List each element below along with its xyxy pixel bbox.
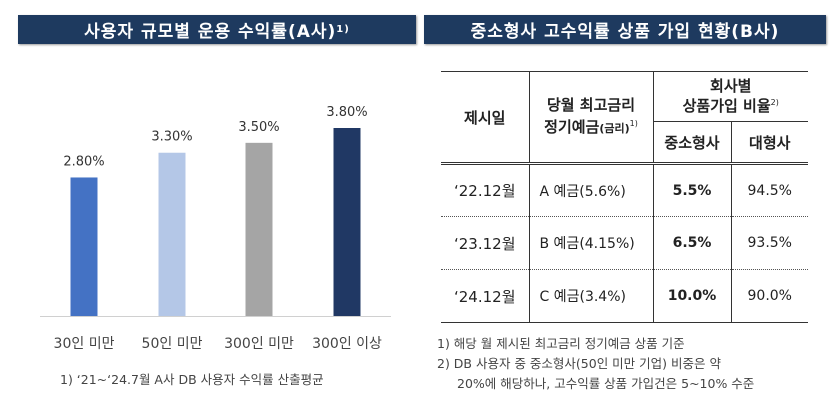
x-tick-label: 30인 미만 bbox=[54, 336, 115, 352]
header-product-small: (금리) bbox=[599, 122, 630, 135]
bar bbox=[333, 128, 361, 316]
right-footnote-1: 1) 해당 월 제시된 최고금리 정기예금 상품 기준 bbox=[437, 336, 685, 351]
value-label: 3.80% bbox=[326, 105, 367, 120]
x-tick-label: 300인 이상 bbox=[312, 336, 382, 352]
header-small: 중소형사 bbox=[653, 121, 732, 164]
header-ratio-sup: 2) bbox=[770, 97, 779, 107]
header-ratio-2: 상품가입 비율 bbox=[682, 96, 771, 115]
product-cell: A 예금(5.6%) bbox=[529, 162, 654, 217]
left-title: 사용자 규모별 운용 수익률(A사) 1) bbox=[18, 15, 416, 44]
value-label: 3.30% bbox=[151, 130, 192, 145]
small-ratio-cell: 6.5% bbox=[653, 216, 732, 270]
date-cell: ‘24.12월 bbox=[441, 269, 530, 323]
table-row: ‘24.12월 C 예금(3.4%) 10.0% 90.0% bbox=[441, 269, 808, 323]
right-footnote-3: 20%에 해당하나, 고수익률 상품 가입건은 5~10% 수준 bbox=[457, 376, 755, 391]
value-label: 2.80% bbox=[63, 154, 104, 169]
header-product-sup: 1) bbox=[629, 119, 638, 128]
value-label: 3.50% bbox=[238, 120, 279, 135]
x-tick-label: 300인 미만 bbox=[224, 336, 294, 352]
header-ratio-1: 회사별 bbox=[710, 77, 752, 95]
header-product-1: 당월 최고금리 bbox=[546, 96, 636, 115]
date-cell: ‘22.12월 bbox=[441, 162, 530, 217]
bar bbox=[70, 177, 98, 316]
left-footnote: 1) ‘21~‘24.7월 A사 DB 사용자 수익률 산출평균 bbox=[60, 372, 324, 387]
small-ratio-cell: 5.5% bbox=[653, 162, 732, 217]
right-title: 중소형사 고수익률 상품 가입 현황(B사) bbox=[424, 15, 826, 44]
header-large: 대형사 bbox=[749, 133, 791, 152]
left-title-sup: 1) bbox=[336, 24, 350, 35]
large-ratio-cell: 94.5% bbox=[731, 162, 808, 217]
date-cell: ‘23.12월 bbox=[441, 216, 530, 270]
bar bbox=[245, 142, 273, 316]
x-tick-label: 50인 미만 bbox=[142, 336, 203, 352]
bar bbox=[158, 152, 186, 316]
right-footnote-2: 2) DB 사용자 중 중소형사(50인 미만 기업) 비중은 약 bbox=[437, 356, 721, 371]
large-ratio-cell: 93.5% bbox=[731, 216, 808, 270]
header-ratio: 회사별 상품가입 비율2) bbox=[653, 71, 808, 122]
small-ratio-cell: 10.0% bbox=[653, 269, 732, 323]
table-row: ‘23.12월 B 예금(4.15%) 6.5% 93.5% bbox=[441, 216, 808, 270]
table-row: ‘22.12월 A 예금(5.6%) 5.5% 94.5% bbox=[441, 162, 808, 217]
header-product-2: 정기예금 bbox=[544, 118, 600, 136]
left-title-text: 사용자 규모별 운용 수익률(A사) bbox=[84, 22, 337, 42]
large-ratio-cell: 90.0% bbox=[731, 269, 808, 323]
bar-chart: 2.80% 30인 미만 3.30% 50인 미만 3.50% 300인 미만 3.80% 3… bbox=[40, 105, 391, 352]
header-date: 제시일 bbox=[441, 71, 530, 164]
product-cell: C 예금(3.4%) bbox=[529, 269, 654, 323]
product-cell: B 예금(4.15%) bbox=[529, 216, 654, 270]
